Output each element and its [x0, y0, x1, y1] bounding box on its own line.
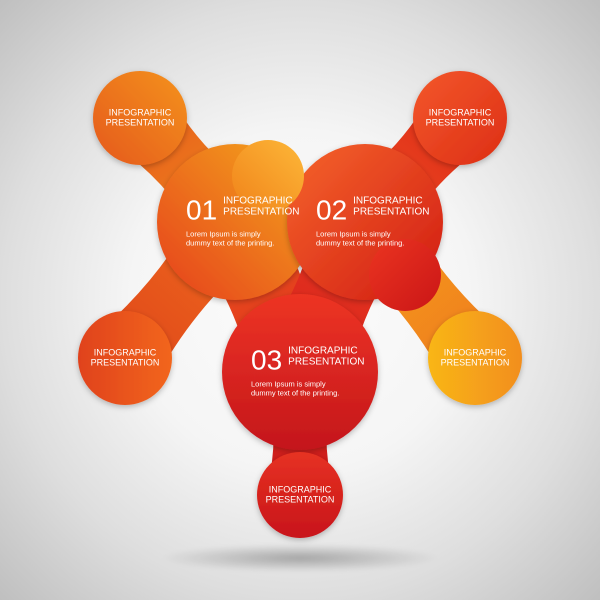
small-label-line1: INFOGRAPHIC: [91, 348, 160, 358]
big-node-number: 03: [251, 347, 282, 375]
infographic-canvas: [0, 0, 600, 600]
small-node-label: INFOGRAPHICPRESENTATION: [91, 348, 160, 369]
small-node-label: INFOGRAPHICPRESENTATION: [426, 108, 495, 129]
small-node-label: INFOGRAPHICPRESENTATION: [441, 348, 510, 369]
big-node-number: 02: [316, 197, 347, 225]
big-node-body: Lorem Ipsum is simply dummy text of the …: [186, 230, 284, 248]
small-label-line1: INFOGRAPHIC: [106, 108, 175, 118]
small-label-line1: INFOGRAPHIC: [266, 485, 335, 495]
big-node-content-02: 02INFOGRAPHICPRESENTATIONLorem Ipsum is …: [316, 197, 414, 248]
small-label-line2: PRESENTATION: [91, 358, 160, 368]
small-node-label: INFOGRAPHICPRESENTATION: [106, 108, 175, 129]
big-node-number: 01: [186, 197, 217, 225]
big-node-title: INFOGRAPHICPRESENTATION: [223, 197, 299, 218]
small-label-line2: PRESENTATION: [426, 118, 495, 128]
small-label-line2: PRESENTATION: [441, 358, 510, 368]
small-node-label: INFOGRAPHICPRESENTATION: [266, 485, 335, 506]
big-node-title: INFOGRAPHICPRESENTATION: [353, 197, 429, 218]
small-label-line2: PRESENTATION: [266, 495, 335, 505]
small-label-line2: PRESENTATION: [106, 118, 175, 128]
small-label-line1: INFOGRAPHIC: [441, 348, 510, 358]
big-node-body: Lorem Ipsum is simply dummy text of the …: [251, 380, 349, 398]
accent-node: [369, 239, 441, 311]
small-label-line1: INFOGRAPHIC: [426, 108, 495, 118]
big-node-content-01: 01INFOGRAPHICPRESENTATIONLorem Ipsum is …: [186, 197, 284, 248]
big-node-content-03: 03INFOGRAPHICPRESENTATIONLorem Ipsum is …: [251, 347, 349, 398]
big-node-body: Lorem Ipsum is simply dummy text of the …: [316, 230, 414, 248]
big-node-title: INFOGRAPHICPRESENTATION: [288, 347, 364, 368]
